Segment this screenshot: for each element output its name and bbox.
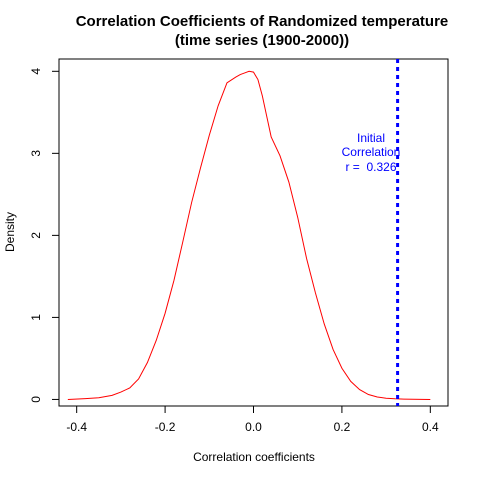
y-tick-label: 2	[29, 232, 43, 239]
y-tick-label: 1	[29, 314, 43, 321]
annotation-line-3: r = 0.326	[345, 160, 396, 174]
y-tick-label: 4	[29, 68, 43, 75]
x-tick-label: 0.0	[245, 420, 262, 434]
x-tick-label: -0.4	[66, 420, 87, 434]
y-axis: 0 1 2 3 4	[29, 68, 60, 403]
x-tick-label: -0.2	[155, 420, 176, 434]
y-tick-label: 3	[29, 150, 43, 157]
x-tick-label: 0.2	[334, 420, 351, 434]
chart-title-line-2: (time series (1900-2000))	[175, 32, 349, 49]
initial-correlation-annotation: Initial Correlation r = 0.326	[342, 131, 401, 174]
density-curve	[67, 70, 431, 400]
y-axis-title: Density	[3, 212, 17, 252]
annotation-line-2: Correlation	[342, 145, 401, 159]
chart-title-line-1: Correlation Coefficients of Randomized t…	[76, 13, 449, 30]
x-axis-title: Correlation coefficients	[193, 450, 315, 464]
plot-frame	[58, 58, 449, 407]
y-tick-label: 0	[29, 396, 43, 403]
x-tick-label: 0.4	[422, 420, 439, 434]
annotation-line-1: Initial	[357, 131, 385, 145]
x-axis: -0.4 -0.2 0.0 0.2 0.4	[66, 405, 439, 434]
